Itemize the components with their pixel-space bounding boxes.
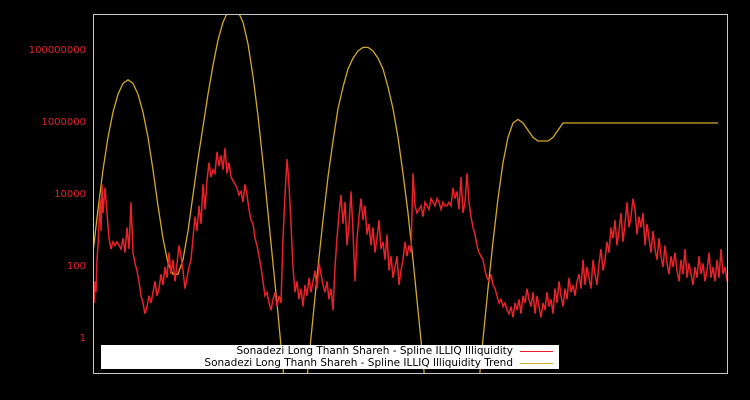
y-tick-label: 1 <box>79 333 86 344</box>
y-tick-label: 100 <box>66 261 86 272</box>
legend-swatch-gold-line-icon <box>520 362 553 364</box>
trend-series-line <box>93 14 718 374</box>
y-tick-label: 10000 <box>54 189 86 200</box>
legend-label: Sonadezi Long Thanh Shareh - Spline ILLI… <box>236 345 514 357</box>
chart-legend: Sonadezi Long Thanh Shareh - Spline ILLI… <box>101 345 559 369</box>
legend-item-illiquidity: Sonadezi Long Thanh Shareh - Spline ILLI… <box>236 345 553 357</box>
y-tick-label: 100000000 <box>28 45 86 56</box>
legend-swatch-red-line-icon <box>520 350 553 352</box>
y-tick-label: 1000000 <box>41 117 86 128</box>
legend-item-illiquidity-trend: Sonadezi Long Thanh Shareh - Spline ILLI… <box>204 357 553 369</box>
legend-label: Sonadezi Long Thanh Shareh - Spline ILLI… <box>204 357 513 369</box>
plot-frame <box>93 14 728 374</box>
illiquidity-series-line <box>93 148 728 318</box>
